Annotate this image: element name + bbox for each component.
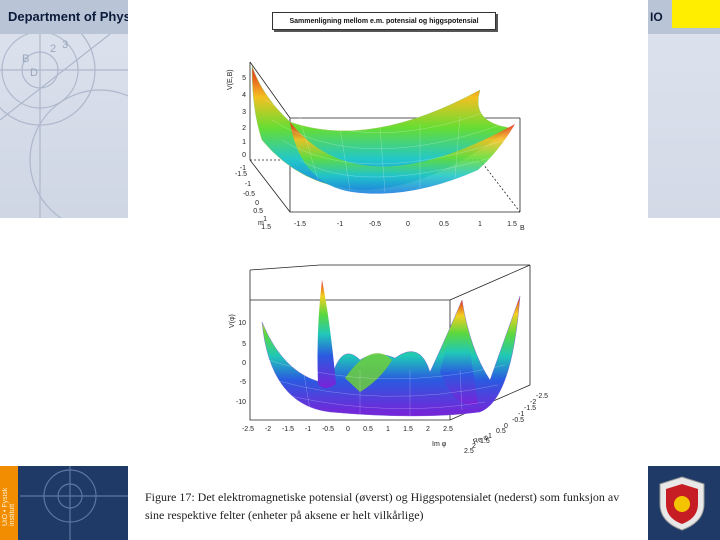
figure-plots: 5 4 3 2 1 0 -1 V(E,B) -1.5 -1 -0.5 0 0.5… <box>227 61 548 455</box>
bottom-x-tick: 1 <box>386 426 390 433</box>
bottom-y-tick: -2.5 <box>536 393 548 400</box>
bottom-y-tick: 0.5 <box>496 428 506 435</box>
background-decoration-right <box>648 0 720 218</box>
top-surface-plot: 5 4 3 2 1 0 -1 V(E,B) -1.5 -1 -0.5 0 0.5… <box>227 61 525 232</box>
footer-band-left <box>0 466 128 540</box>
top-z-tick: -1 <box>240 165 246 172</box>
bottom-y-tick: 2.5 <box>464 448 474 455</box>
bottom-y-tick: 1 <box>488 433 492 440</box>
svg-text:B: B <box>22 53 29 65</box>
bottom-x-tick: 0.5 <box>363 426 373 433</box>
bottom-x-label: Im φ <box>432 441 447 448</box>
svg-text:3: 3 <box>62 39 68 51</box>
footer-side-stripe <box>0 466 18 540</box>
top-z-tick: 5 <box>242 75 246 82</box>
top-x-tick: 0 <box>406 221 410 228</box>
top-x-tick: -0.5 <box>369 221 381 228</box>
top-y-tick: 1 <box>263 216 267 223</box>
header-bar <box>0 0 128 34</box>
bottom-x-tick: -1.5 <box>282 426 294 433</box>
top-y-tick: -1 <box>245 181 251 188</box>
bottom-x-tick: -0.5 <box>322 426 334 433</box>
bottom-surface-plot: 10 5 0 -5 -10 V(φ) -2.5 -2 -1.5 -1 -0.5 … <box>229 264 548 455</box>
top-x-label: B <box>520 225 525 232</box>
svg-text:2: 2 <box>50 43 56 55</box>
top-z-tick: 3 <box>242 109 246 116</box>
bottom-x-tick: -2 <box>265 426 271 433</box>
logo-yellow-box <box>672 0 720 28</box>
bottom-z-label: V(φ) <box>229 314 236 328</box>
top-z-tick: 1 <box>242 139 246 146</box>
top-x-tick: 0.5 <box>439 221 449 228</box>
gear-footer-icon <box>20 466 128 540</box>
header-title: Department of Phys <box>8 9 128 24</box>
footer-side-text: UiO • Fysisk institutt <box>2 487 16 526</box>
plot-title: Sammenligning mellom e.m. potensial og h… <box>272 12 496 30</box>
bottom-x-tick: 2 <box>426 426 430 433</box>
top-x-tick: 1.5 <box>507 221 517 228</box>
bottom-y-tick: 0 <box>504 423 508 430</box>
bottom-y-tick: -1 <box>518 411 524 418</box>
bottom-z-tick: 0 <box>242 360 246 367</box>
bottom-x-tick: -2.5 <box>242 426 254 433</box>
header-suffix: IO <box>650 10 663 24</box>
top-y-tick: 0 <box>255 200 259 207</box>
top-x-tick: -1.5 <box>294 221 306 228</box>
top-y-tick: 1.5 <box>261 224 271 231</box>
bottom-y-tick: -2 <box>530 399 536 406</box>
bottom-y-tick: 1.5 <box>480 438 490 445</box>
top-y-tick: -1.5 <box>235 171 247 178</box>
bottom-z-tick: -5 <box>240 379 246 386</box>
top-x-tick: 1 <box>478 221 482 228</box>
top-y-tick: -0.5 <box>243 191 255 198</box>
gear-watermark-icon: B 2 3 D <box>0 0 128 218</box>
top-z-tick: 4 <box>242 92 246 99</box>
top-y-label: m <box>258 220 264 227</box>
bottom-z-tick: 5 <box>242 341 246 348</box>
bottom-x-tick: -1 <box>305 426 311 433</box>
bottom-x-tick: 1.5 <box>403 426 413 433</box>
svg-text:D: D <box>30 67 38 79</box>
bottom-x-tick: 0 <box>346 426 350 433</box>
bottom-z-tick: -10 <box>236 399 246 406</box>
background-decoration-left: B 2 3 D <box>0 0 128 218</box>
bottom-x-tick: 2.5 <box>443 426 453 433</box>
top-z-label: V(E,B) <box>227 69 234 90</box>
figure-panel <box>128 0 648 540</box>
bottom-y-tick: 2 <box>472 443 476 450</box>
figure-caption: Figure 17: Det elektromagnetiske potensi… <box>145 490 620 522</box>
bottom-y-tick: -1.5 <box>524 405 536 412</box>
bottom-y-tick: -0.5 <box>512 417 524 424</box>
top-x-tick: -1 <box>337 221 343 228</box>
top-z-tick: 2 <box>242 125 246 132</box>
top-y-tick: 0.5 <box>253 208 263 215</box>
bottom-z-tick: 10 <box>238 320 246 327</box>
university-seal-icon <box>659 476 705 531</box>
top-z-tick: 0 <box>242 152 246 159</box>
